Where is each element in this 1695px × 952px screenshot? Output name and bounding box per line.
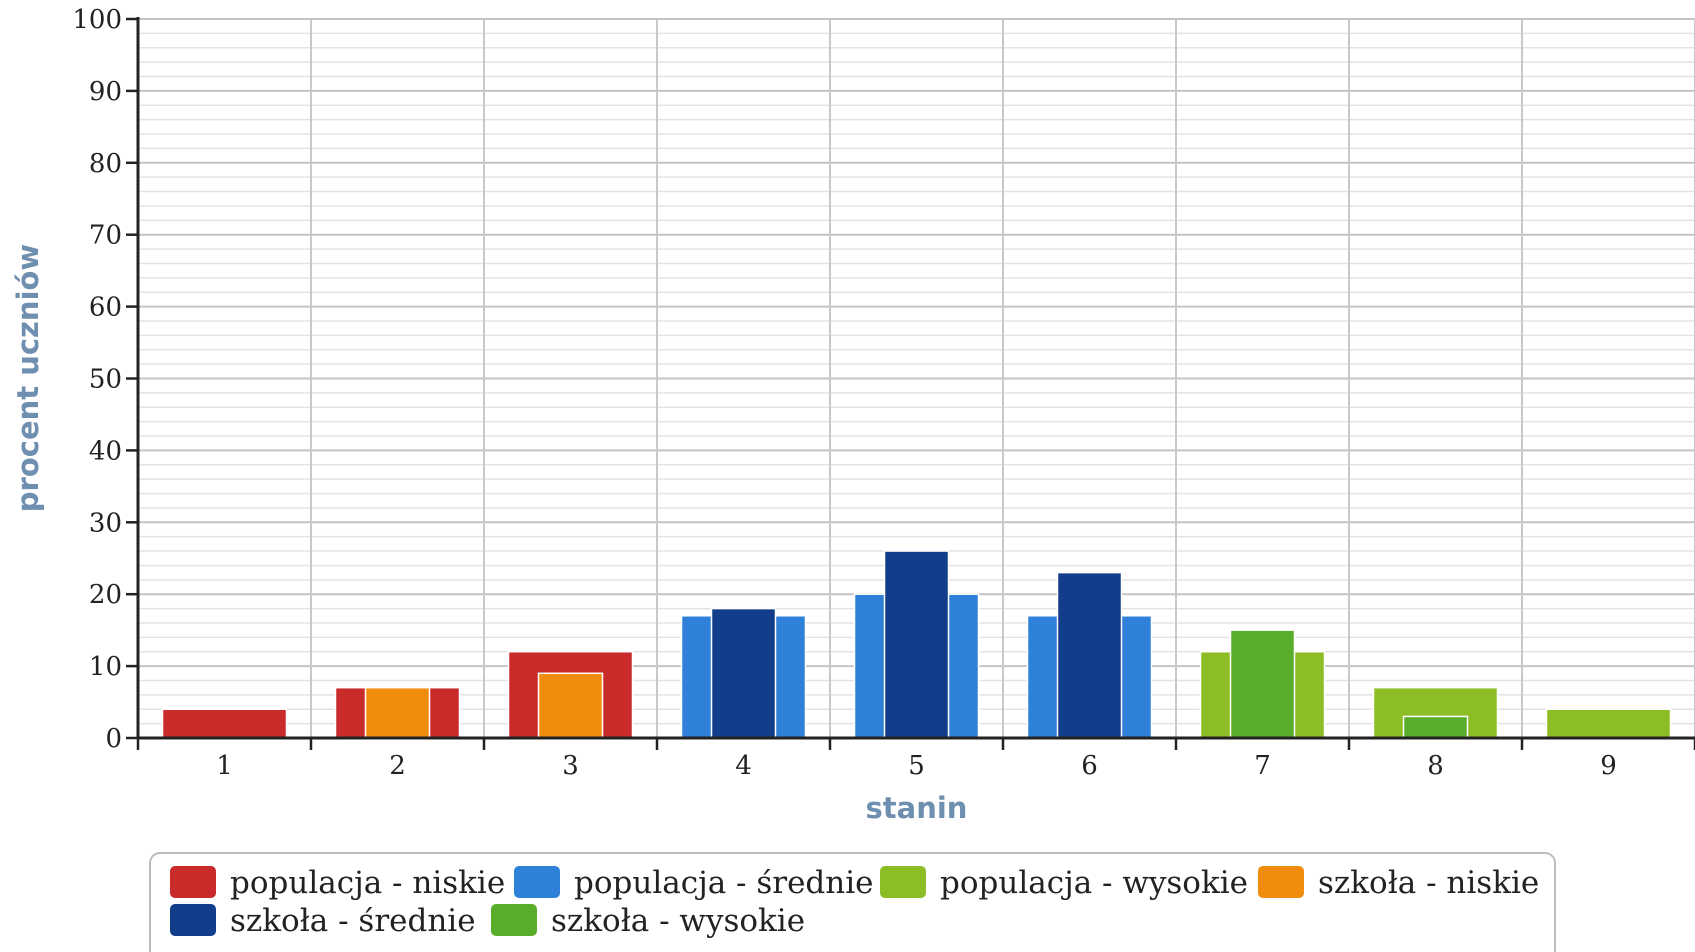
legend-swatch [170,904,216,936]
legend-label: szkoła - niskie [1318,865,1539,901]
y-tick-label: 50 [89,365,122,395]
x-tick-label: 1 [216,751,233,781]
axes [126,17,1695,750]
legend-swatch [1258,866,1304,898]
y-tick-label: 10 [89,652,122,682]
bars [161,550,1672,739]
legend-swatch [170,866,216,898]
bar-szkoła-wysokie-8 [1402,715,1469,739]
y-tick-label: 90 [89,77,122,107]
x-tick-label: 8 [1427,751,1444,781]
bar-szkoła-średnie-5 [883,550,950,739]
y-tick-label: 60 [89,293,122,323]
bar-szkoła-wysokie-7 [1229,629,1296,739]
y-tick-label: 100 [72,5,122,35]
y-tick-label: 40 [89,436,122,466]
bar-szkoła-średnie-4 [710,607,777,739]
x-tick-label: 4 [735,751,752,781]
x-tick-label: 7 [1254,751,1271,781]
x-tick-label: 5 [908,751,925,781]
bar-populacja-wysokie-9 [1545,708,1672,739]
y-tick-label: 80 [89,149,122,179]
x-tick-label: 6 [1081,751,1098,781]
bar-szkoła-niskie-3 [537,672,604,739]
legend-label: szkoła - wysokie [551,903,805,939]
y-tick-label: 0 [105,724,122,754]
legend-label: populacja - średnie [574,865,874,901]
y-tick-label: 30 [89,508,122,538]
bar-populacja-niskie-1 [161,708,288,739]
bar-szkoła-niskie-2 [364,686,431,739]
y-axis-title: procent uczniów [11,244,45,512]
x-tick-label: 3 [562,751,579,781]
legend: populacja - niskie populacja - średnie pop… [149,852,1556,952]
legend-label: populacja - wysokie [940,865,1248,901]
y-tick-label: 20 [89,580,122,610]
legend-label: szkoła - średnie [230,903,476,939]
legend-swatch [491,904,537,936]
legend-swatch [880,866,926,898]
legend-label: populacja - niskie [230,865,505,901]
x-tick-label: 9 [1600,751,1617,781]
legend-swatch [514,866,560,898]
x-axis-title: stanin [866,791,968,825]
tick-labels: 0 10 20 30 40 50 60 70 80 90 100 1 2 3 4 5 6 7 8 9 [72,5,1616,781]
y-tick-label: 70 [89,221,122,251]
bar-szkoła-średnie-6 [1056,571,1123,739]
x-tick-label: 2 [389,751,406,781]
